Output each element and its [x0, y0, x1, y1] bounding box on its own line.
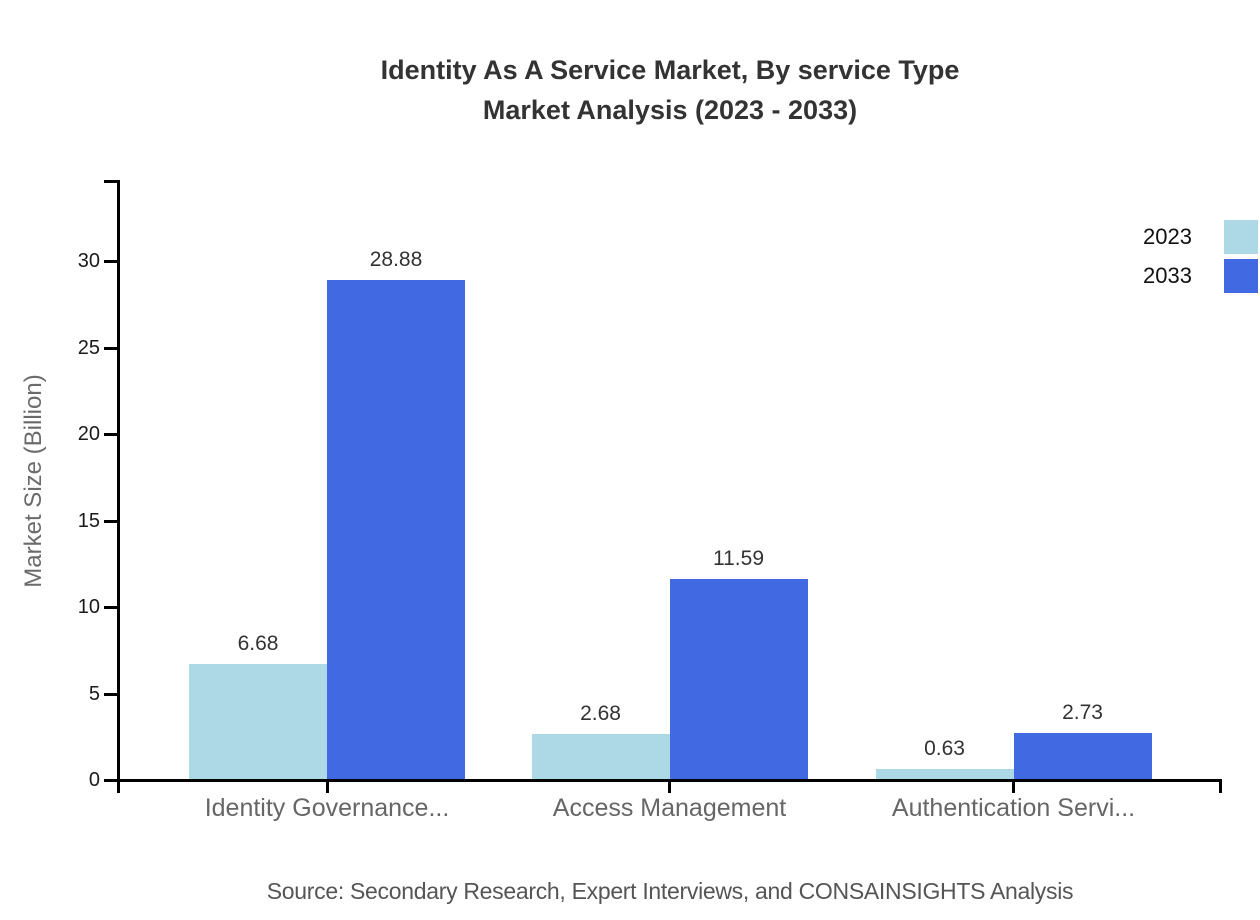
y-tick-5: [104, 692, 117, 696]
x-tick-identity-governance: [325, 780, 329, 793]
legend-label-2033: 2033: [1143, 263, 1192, 288]
bar-2023-access-management: [531, 733, 670, 780]
y-tick-15: [104, 519, 117, 523]
source-note: Source: Secondary Research, Expert Inter…: [266, 878, 1074, 904]
y-tick-20: [104, 433, 117, 436]
chart-title: Identity As A Service Market, By service…: [118, 50, 1222, 130]
value-label-2033-authentication-servi: 2.73: [1062, 700, 1103, 724]
x-category-label-identity-governance: Identity Governance...: [204, 794, 450, 822]
y-tick-label-30: 30: [77, 250, 100, 272]
value-label-2033-identity-governance: 28.88: [369, 248, 423, 272]
value-label-2023-authentication-servi: 0.63: [924, 737, 965, 761]
x-category-label-authentication-servi: Authentication Servi...: [891, 794, 1136, 822]
legend-item-2033: 2033: [1060, 259, 1258, 293]
y-tick-label-0: 0: [88, 769, 100, 791]
x-tick-access-management: [668, 780, 671, 793]
bar-2033-identity-governance: [327, 280, 465, 780]
y-axis-title: Market Size (Billion): [20, 374, 47, 588]
y-tick-10: [104, 606, 117, 609]
y-axis-line: [117, 180, 120, 793]
y-tick-label-5: 5: [88, 682, 100, 705]
value-label-2033-access-management: 11.59: [713, 547, 764, 571]
value-label-2023-identity-governance: 6.68: [237, 632, 279, 656]
x-axis-end-cap: [1219, 779, 1222, 793]
legend-swatch-2023: [1224, 220, 1258, 254]
legend-item-2023: 2023: [1060, 220, 1258, 254]
chart-title-line2: Market Analysis (2023 - 2033): [482, 95, 858, 125]
y-tick-30: [104, 260, 117, 263]
y-tick-label-15: 15: [77, 509, 100, 532]
legend-label-2023: 2023: [1143, 224, 1192, 249]
bar-2023-identity-governance: [189, 664, 327, 780]
bar-2033-access-management: [669, 579, 808, 780]
bar-2033-authentication-servi: [1013, 732, 1152, 780]
x-axis-line: [107, 779, 1222, 782]
bar-2023-authentication-servi: [875, 769, 1014, 780]
value-label-2023-access-management: 2.68: [580, 701, 621, 725]
y-tick-label-25: 25: [77, 336, 100, 359]
x-tick-authentication-servi: [1012, 780, 1015, 793]
y-tick-25: [104, 346, 117, 350]
legend-swatch-2033: [1224, 259, 1258, 293]
y-tick-label-10: 10: [77, 596, 100, 618]
y-tick-label-20: 20: [77, 423, 100, 445]
chart-title-line1: Identity As A Service Market, By service…: [380, 55, 960, 85]
x-category-label-access-management: Access Management: [552, 794, 787, 822]
y-axis-end-cap: [104, 180, 117, 183]
